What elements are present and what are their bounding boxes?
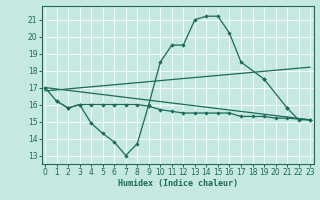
X-axis label: Humidex (Indice chaleur): Humidex (Indice chaleur)	[118, 179, 237, 188]
